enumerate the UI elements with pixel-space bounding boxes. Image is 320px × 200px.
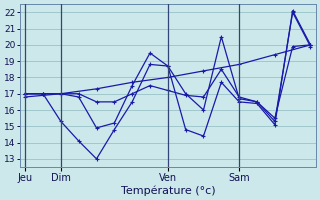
- X-axis label: Température (°c): Température (°c): [121, 185, 215, 196]
